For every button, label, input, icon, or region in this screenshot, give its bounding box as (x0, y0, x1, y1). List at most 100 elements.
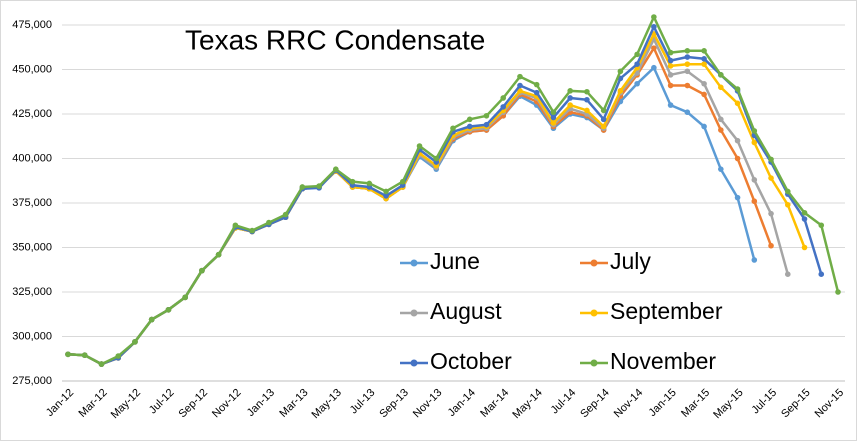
data-point (734, 137, 741, 144)
data-point (533, 89, 540, 96)
y-tick-label: 450,000 (12, 63, 52, 75)
legend-label: October (430, 348, 512, 374)
data-point (282, 211, 289, 218)
data-point (684, 68, 691, 75)
legend-marker (410, 259, 418, 267)
data-point (667, 72, 674, 78)
data-point (667, 49, 674, 56)
legend-label: July (610, 248, 651, 274)
data-point (349, 178, 356, 185)
data-point (801, 209, 808, 216)
data-point (450, 125, 456, 132)
data-point (600, 123, 607, 130)
y-tick-label: 400,000 (12, 152, 52, 164)
data-point (65, 351, 71, 358)
data-point (466, 123, 473, 130)
data-point (249, 227, 255, 234)
data-point (634, 51, 640, 58)
legend-marker (410, 309, 418, 317)
data-point (684, 48, 691, 54)
y-tick-label: 425,000 (12, 108, 52, 120)
data-point (333, 166, 339, 172)
data-point (784, 271, 791, 278)
data-point (684, 82, 691, 89)
data-point (701, 56, 707, 62)
data-point (667, 82, 674, 89)
data-point (768, 175, 774, 181)
data-point (751, 177, 758, 183)
data-point (684, 54, 691, 60)
data-point (684, 109, 691, 116)
data-point (550, 114, 557, 121)
data-point (550, 109, 557, 116)
data-point (500, 104, 507, 110)
y-tick-label: 375,000 (12, 197, 52, 209)
data-point (784, 201, 791, 208)
data-point (517, 88, 523, 94)
data-point (584, 107, 590, 114)
data-point (115, 353, 122, 359)
data-point (182, 294, 188, 301)
legend-marker (590, 259, 598, 267)
data-point (718, 116, 724, 123)
data-point (316, 183, 322, 189)
legend-marker (590, 309, 598, 317)
data-point (132, 339, 138, 345)
data-point (734, 155, 741, 162)
data-point (835, 289, 841, 295)
data-point (500, 95, 507, 101)
data-point (751, 257, 758, 263)
data-point (768, 242, 774, 249)
legend-label: September (610, 298, 723, 324)
data-point (466, 116, 473, 123)
data-point (718, 84, 724, 91)
data-point (98, 361, 105, 367)
data-point (584, 96, 590, 103)
data-point (517, 82, 523, 89)
data-point (199, 267, 205, 274)
data-point (768, 210, 774, 217)
data-point (751, 198, 758, 205)
legend-label: August (430, 298, 502, 324)
data-point (584, 88, 590, 95)
data-point (701, 123, 707, 130)
legend-marker (590, 359, 598, 367)
data-point (701, 61, 707, 67)
data-point (483, 112, 490, 119)
data-point (651, 23, 657, 30)
data-point (634, 61, 640, 67)
data-point (215, 251, 222, 258)
data-point (651, 14, 657, 20)
data-point (701, 80, 707, 87)
data-point (751, 128, 758, 134)
y-tick-label: 475,000 (12, 19, 52, 31)
data-point (232, 222, 239, 229)
data-point (818, 271, 825, 278)
data-point (165, 307, 172, 313)
data-point (383, 193, 389, 199)
y-tick-label: 350,000 (12, 241, 52, 253)
data-point (567, 102, 573, 108)
legend-label: November (610, 348, 716, 374)
data-point (600, 116, 607, 123)
data-point (617, 68, 624, 75)
data-point (567, 95, 573, 101)
data-point (801, 244, 808, 251)
data-point (299, 184, 306, 190)
data-point (784, 188, 791, 195)
data-point (801, 216, 808, 222)
y-tick-label: 300,000 (12, 330, 52, 342)
data-point (634, 80, 640, 87)
data-point (667, 57, 674, 64)
data-point (718, 72, 724, 78)
data-point (399, 178, 406, 185)
data-point (148, 316, 155, 323)
data-point (266, 219, 272, 226)
data-point (701, 91, 707, 98)
data-point (483, 121, 490, 128)
data-point (651, 45, 657, 51)
data-point (81, 352, 88, 358)
data-point (600, 107, 607, 114)
data-point (684, 61, 691, 67)
